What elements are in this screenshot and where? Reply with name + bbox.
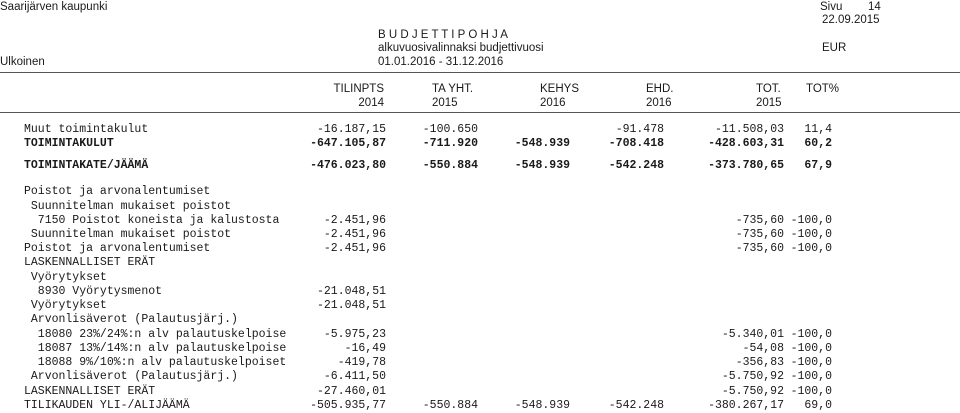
col-year-tot: 2015 [756,97,782,109]
row-value: -356,83 [735,356,784,369]
row-value: -708.418 [608,137,664,150]
row-label: Arvonlisäverot (Palautusjärj.) [24,370,238,383]
col-head-ehd: EHD. [646,83,674,95]
row-label: Muut toimintakulut [24,123,149,136]
col-year-kehys: 2016 [540,97,566,109]
row-value: -550.884 [422,399,478,412]
col-head-tot: TOT. [756,83,781,95]
row-value: -2.451,96 [323,242,386,255]
row-value: -16,49 [344,342,386,355]
row-value: -100,0 [790,370,832,383]
row-label: 18088 9%/10%:n alv palautuskelpoiset [24,356,287,369]
row-value: -27.460,01 [316,385,386,398]
row-value: -647.105,87 [310,137,386,150]
header-divider-bottom [0,112,960,113]
col-year-tilinpts: 2014 [358,97,384,109]
row-value: -21.048,51 [316,285,386,298]
row-value: -419,78 [337,356,386,369]
col-year-ehd: 2016 [646,97,672,109]
row-value: -542.248 [608,159,664,172]
row-label: Vyörytykset [24,271,107,284]
row-value: 60,2 [804,137,832,150]
row-value: -5.975,23 [323,328,386,341]
row-label: 8930 Vyörytysmenot [24,285,163,298]
row-value: -91.478 [615,123,664,136]
row-value: 69,0 [804,399,832,412]
row-label: Poistot ja arvonalentumiset [24,185,211,198]
row-value: -542.248 [608,399,664,412]
row-label: 18080 23%/24%:n alv palautuskelpoise [24,328,287,341]
row-label: Arvonlisäverot (Palautusjärj.) [24,313,238,326]
col-head-ta-yht: TA YHT. [432,83,474,95]
col-head-tilinpts: TILINPTS [333,83,384,95]
row-value: 11,4 [804,123,832,136]
row-value: -505.935,77 [310,399,386,412]
row-value: -5.750,92 [721,370,784,383]
col-head-tot-pct: TOT% [806,83,840,95]
row-label: Poistot ja arvonalentumiset [24,242,211,255]
row-value: -100,0 [790,328,832,341]
row-value: -11.508,03 [714,123,784,136]
org-name: Saarijärven kaupunki [0,1,108,13]
row-label: Suunnitelman mukaiset poistot [24,228,232,241]
row-value: -5.340,01 [721,328,784,341]
row-value: -21.048,51 [316,299,386,312]
row-value: -735,60 [735,242,784,255]
header-divider-top [0,72,960,73]
period: 01.01.2016 - 31.12.2016 [378,56,504,68]
row-value: -5.750,92 [721,385,784,398]
report-subtitle: alkuvuosivalinnaksi budjettivuosi [378,42,544,54]
row-value: -6.411,50 [323,370,386,383]
row-value: -2.451,96 [323,228,386,241]
row-value: -711.920 [422,137,478,150]
row-value: -100,0 [790,342,832,355]
report-title: B U D J E T T I P O H J A [378,29,508,41]
row-value: -16.187,15 [316,123,386,136]
row-value: -735,60 [735,214,784,227]
row-label: 18087 13%/14%:n alv palautuskelpoise [24,342,287,355]
row-label: Vyörytykset [24,299,107,312]
row-value: -100,0 [790,228,832,241]
row-value: -100,0 [790,356,832,369]
row-label: LASKENNALLISET ERÄT [24,256,156,269]
row-value: -100,0 [790,214,832,227]
row-value: -373.780,65 [708,159,784,172]
row-value: -548.939 [514,159,570,172]
row-label: TOIMINTAKATE/JÄÄMÄ [24,159,149,172]
row-value: -100,0 [790,385,832,398]
row-value: 67,9 [804,159,832,172]
col-year-ta-yht: 2015 [432,97,458,109]
row-value: -548.939 [514,137,570,150]
row-label: Suunnitelman mukaiset poistot [24,200,232,213]
scope: Ulkoinen [0,56,45,68]
row-label: LASKENNALLISET ERÄT [24,385,156,398]
row-value: -100.650 [422,123,478,136]
row-label: 7150 Poistot koneista ja kalustosta [24,214,280,227]
row-label: TILIKAUDEN YLI-/ALIJÄÄMÄ [24,399,190,412]
row-value: -548.939 [514,399,570,412]
currency: EUR [822,42,847,54]
row-label: TOIMINTAKULUT [24,137,114,150]
row-value: -380.267,17 [708,399,784,412]
row-value: -476.023,80 [310,159,386,172]
row-value: -54,08 [742,342,784,355]
page-number: 14 [868,1,881,13]
row-value: -100,0 [790,242,832,255]
row-value: -2.451,96 [323,214,386,227]
row-value: -735,60 [735,228,784,241]
print-date: 22.09.2015 [822,14,880,26]
page-label: Sivu [820,1,843,13]
col-head-kehys: KEHYS [540,83,579,95]
row-value: -550.884 [422,159,478,172]
row-value: -428.603,31 [708,137,784,150]
